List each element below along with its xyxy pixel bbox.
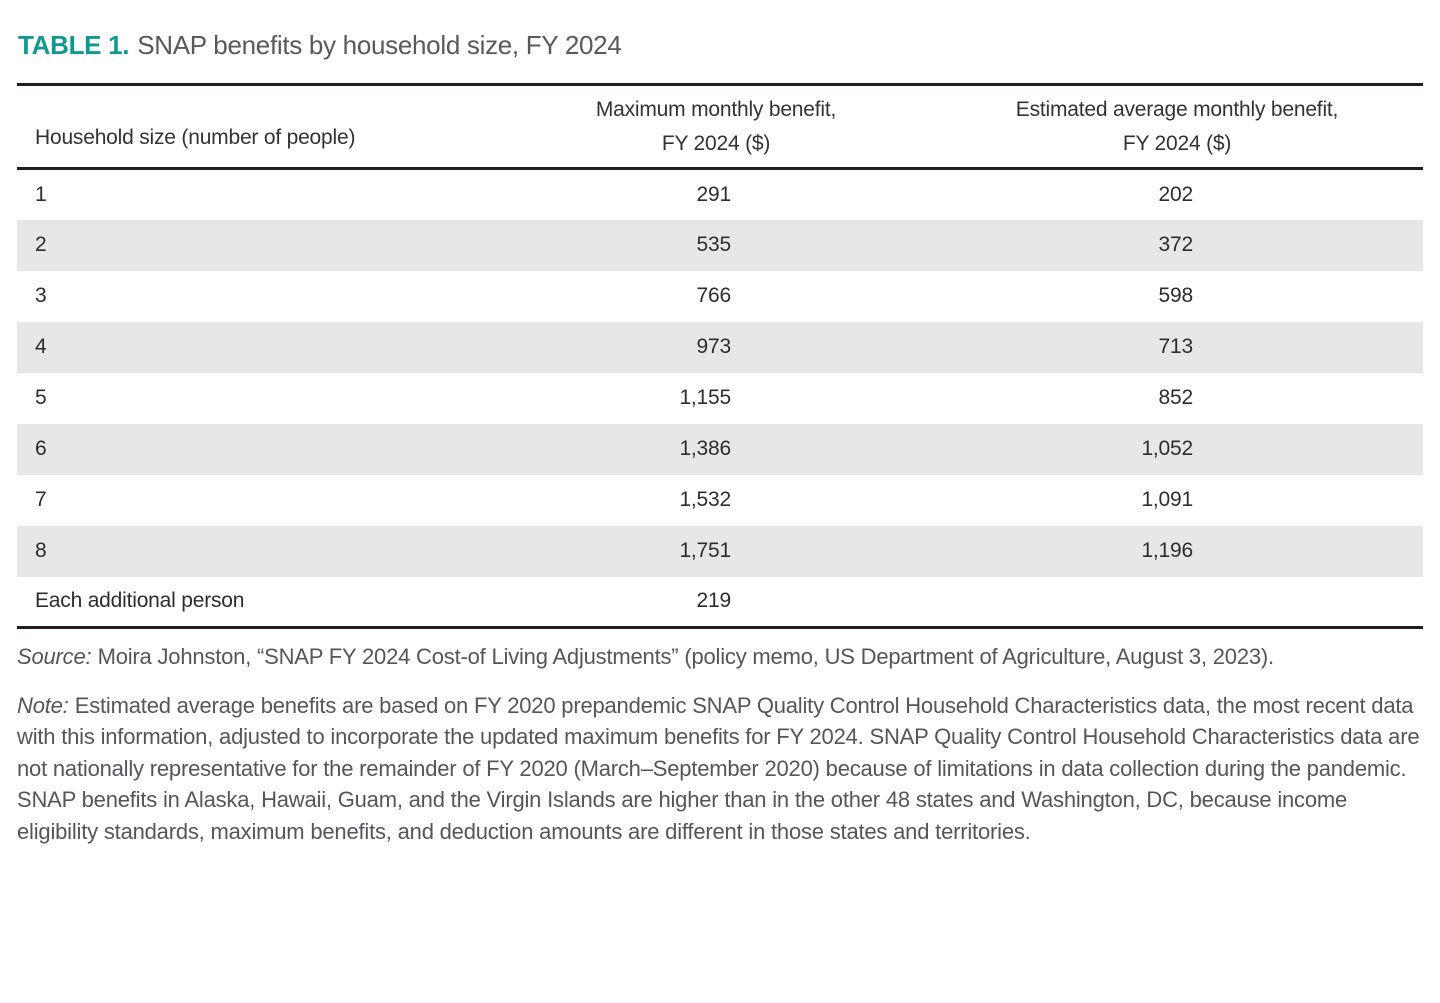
source-label: Source: xyxy=(17,644,92,669)
table-body: 1 291 202 2 535 372 3 766 598 4 973 7 1 3 … xyxy=(17,169,1423,628)
max-benefit-cell: 1,532 xyxy=(679,488,731,511)
household-size-cell: 6 xyxy=(35,437,47,460)
avg-benefit-cell: 372 xyxy=(1158,233,1194,256)
max-benefit-cell: 973 xyxy=(696,335,732,358)
table-row: Each additional person 219 xyxy=(17,577,1423,628)
household-size-cell: 5 xyxy=(35,386,47,409)
household-size-cell: 2 xyxy=(35,233,47,256)
source-text: Moira Johnston, “SNAP FY 2024 Cost-of Li… xyxy=(97,644,1275,669)
snap-benefits-table: Household size (number of people) Maximu… xyxy=(17,83,1423,629)
table-row: 1 291 202 xyxy=(17,169,1423,220)
avg-benefit-cell: 852 xyxy=(1158,386,1194,409)
max-benefit-cell: 1,386 xyxy=(679,437,731,460)
avg-benefit-cell: 713 xyxy=(1158,335,1194,358)
table-title: TABLE 1. SNAP benefits by household size,… xyxy=(17,30,1423,61)
note-label: Note: xyxy=(17,692,69,718)
table-header: Household size (number of people) Maximu… xyxy=(17,84,1423,170)
avg-benefit-cell: 1,196 xyxy=(1141,539,1193,562)
max-benefit-cell: 291 xyxy=(696,182,732,206)
max-benefit-cell: 1,155 xyxy=(679,386,731,409)
household-size-cell: 3 xyxy=(35,284,47,307)
table-row: 8 1,751 1,196 xyxy=(17,525,1423,577)
household-size-cell: 1 xyxy=(35,182,47,206)
col-header-household-size: Household size (number of people) xyxy=(17,84,431,170)
col-header-max-benefit-line2: FY 2024 ($) xyxy=(661,131,771,155)
avg-benefit-cell xyxy=(1001,577,1423,628)
avg-benefit-cell: 1,091 xyxy=(1141,488,1193,511)
col-header-avg-benefit-line1: Estimated average monthly benefit, xyxy=(1015,97,1339,121)
max-benefit-cell: 219 xyxy=(696,589,732,613)
household-size-cell: Each additional person xyxy=(35,589,245,613)
table-title-text: SNAP benefits by household size, FY 2024 xyxy=(137,30,622,60)
note-text: Estimated average benefits are based on … xyxy=(17,692,1420,844)
max-benefit-cell: 535 xyxy=(696,233,732,256)
household-size-cell: 7 xyxy=(35,488,47,511)
page: TABLE 1. SNAP benefits by household size,… xyxy=(17,30,1423,848)
table-number-label: TABLE 1. xyxy=(18,30,130,60)
col-header-max-benefit: Maximum monthly benefit, FY 2024 ($) xyxy=(431,84,1001,170)
table-row: 5 1,155 852 xyxy=(17,373,1423,424)
header-row: Household size (number of people) Maximu… xyxy=(17,84,1423,170)
table-row: 7 1,532 1,091 xyxy=(17,475,1423,526)
table-row: 2 535 372 xyxy=(17,219,1423,271)
household-size-cell: 8 xyxy=(35,539,47,562)
max-benefit-cell: 1,751 xyxy=(679,539,731,562)
max-benefit-cell: 766 xyxy=(696,284,732,307)
col-header-household-size-label: Household size (number of people) xyxy=(35,126,356,150)
table-row: 4 973 713 xyxy=(17,321,1423,373)
avg-benefit-cell: 598 xyxy=(1158,284,1194,307)
table-row: 6 1,386 1,052 xyxy=(17,423,1423,475)
source-paragraph: Source: Moira Johnston, “SNAP FY 2024 Cos… xyxy=(17,641,1423,673)
note-paragraph: Note: Estimated average benefits are base… xyxy=(17,690,1423,848)
col-header-avg-benefit: Estimated average monthly benefit, FY 20… xyxy=(1001,84,1423,170)
table-row: 3 766 598 xyxy=(17,271,1423,322)
col-header-avg-benefit-line2: FY 2024 ($) xyxy=(1122,131,1232,155)
col-header-max-benefit-line1: Maximum monthly benefit, xyxy=(595,97,837,121)
avg-benefit-cell: 1,052 xyxy=(1141,437,1193,460)
household-size-cell: 4 xyxy=(35,335,47,358)
avg-benefit-cell: 202 xyxy=(1158,182,1194,206)
